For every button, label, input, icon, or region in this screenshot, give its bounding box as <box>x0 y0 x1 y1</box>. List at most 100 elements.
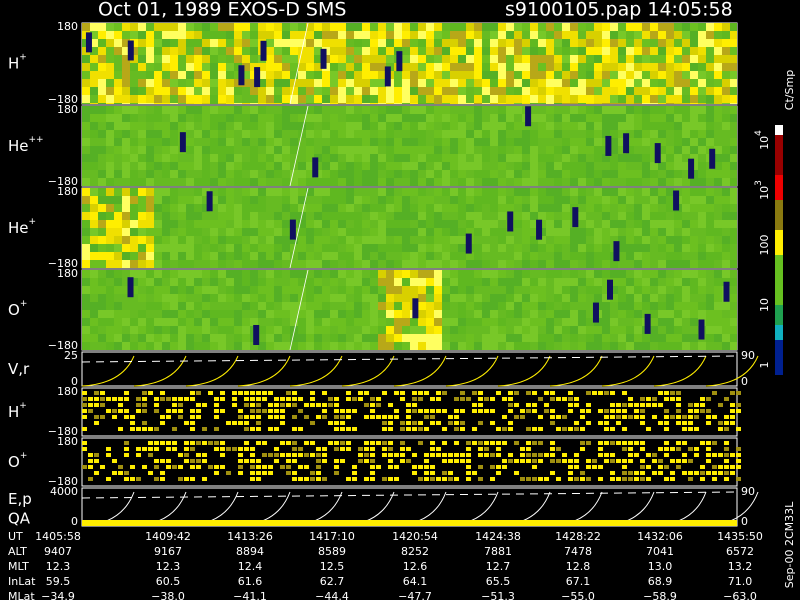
spectrum-cell <box>282 31 290 39</box>
spectrum-cell <box>650 71 658 79</box>
spectrum-cell <box>214 447 219 451</box>
spectrum-cell <box>202 170 210 178</box>
spectrum-cell <box>538 286 546 294</box>
spectrum-cell <box>330 294 338 302</box>
spectrum-cell <box>138 47 146 55</box>
spectrum-cell <box>666 236 674 244</box>
spectrum-cell <box>282 23 290 31</box>
spectrum-cell <box>586 47 594 55</box>
spectrum-cell <box>496 441 501 445</box>
spectrum-cell <box>334 421 339 425</box>
spectrum-cell <box>330 162 338 170</box>
spectrum-cell <box>282 236 290 244</box>
spectrum-cell <box>450 95 458 103</box>
spectrum-cell <box>370 403 375 407</box>
spectrum-cell <box>706 178 714 186</box>
spectrum-cell <box>482 236 490 244</box>
spectrum-cell <box>688 477 693 481</box>
spectrum-cell <box>146 31 154 39</box>
spectrum-cell <box>262 441 267 445</box>
spectrum-cell <box>130 178 138 186</box>
spectrum-cell <box>604 421 609 425</box>
spectrum-cell <box>170 146 178 154</box>
spectrum-cell <box>714 236 722 244</box>
spectrum-cell <box>122 178 130 186</box>
spectrum-cell <box>98 170 106 178</box>
spectrum-cell <box>262 397 267 401</box>
spectrum-cell <box>194 114 202 122</box>
spectrum-cell <box>544 391 549 395</box>
spectrum-cell <box>562 459 567 463</box>
spectrum-cell <box>490 95 498 103</box>
spectrum-cell <box>330 334 338 342</box>
spectrum-cell <box>194 204 202 212</box>
spectrum-cell <box>482 252 490 260</box>
spectrum-cell <box>442 278 450 286</box>
spectrum-cell <box>418 477 423 481</box>
spectrum-cell <box>722 154 730 162</box>
spectrum-cell <box>346 334 354 342</box>
spectrum-cell <box>90 79 98 87</box>
spectrum-cell <box>184 397 189 401</box>
spectrum-cell <box>642 220 650 228</box>
spectrum-cell <box>730 39 737 47</box>
spectrum-cell <box>338 252 346 260</box>
spectrum-cell <box>458 188 466 196</box>
spectrum-cell <box>562 318 570 326</box>
spectrum-cell <box>146 260 154 268</box>
spectrum-cell <box>714 220 722 228</box>
spectrum-cell <box>394 114 402 122</box>
spectrum-cell <box>514 63 522 71</box>
spectrum-cell <box>514 278 522 286</box>
spectrum-cell <box>714 228 722 236</box>
spectrum-cell <box>642 170 650 178</box>
spectrum-cell <box>266 95 274 103</box>
spectrum-cell <box>346 39 354 47</box>
spectrum-cell <box>578 170 586 178</box>
spectrum-cell <box>314 260 322 268</box>
spectrum-cell <box>736 447 741 451</box>
spectrum-cell <box>514 23 522 31</box>
spectrum-cell <box>474 114 482 122</box>
spectrum-cell <box>124 441 129 445</box>
spectrum-cell <box>354 294 362 302</box>
spectrum-cell <box>722 326 730 334</box>
spectrum-cell <box>682 138 690 146</box>
spectrum-cell <box>730 71 737 79</box>
spectrum-cell <box>98 310 106 318</box>
spectrum-cell <box>362 87 370 95</box>
spectrum-cell <box>82 334 90 342</box>
spectrum-cell <box>410 244 418 252</box>
spectrum-cell <box>642 103 650 104</box>
spectrum-cell <box>130 244 138 252</box>
spectrum-cell <box>690 252 698 260</box>
spectrum-cell <box>730 260 737 268</box>
spectrum-cell <box>178 342 186 350</box>
spectrum-cell <box>658 447 663 451</box>
spectrum-cell <box>642 204 650 212</box>
spectrum-cell <box>706 318 714 326</box>
spectrum-cell <box>330 178 338 186</box>
spectrum-cell <box>106 453 111 457</box>
spectrum-cell <box>316 403 321 407</box>
spectrum-cell <box>434 87 442 95</box>
spectrum-cell <box>306 31 314 39</box>
spectrum-cell <box>622 459 627 463</box>
spectrum-cell <box>256 415 261 419</box>
spectrum-cell <box>282 196 290 204</box>
spectrum-cell <box>580 447 585 451</box>
spectrum-cell <box>186 178 194 186</box>
spectrum-cell <box>450 278 458 286</box>
spectrum-cell <box>514 471 519 475</box>
spectrum-cell <box>202 403 207 407</box>
spectrum-cell <box>218 220 226 228</box>
spectrum-cell <box>626 106 634 114</box>
spectrum-cell <box>530 178 538 186</box>
spectrum-cell <box>160 459 165 463</box>
spectrum-cell <box>666 55 674 63</box>
spectrum-cell <box>242 244 250 252</box>
spectrum-cell <box>238 447 243 451</box>
spectrum-cell <box>106 114 114 122</box>
spectrum-cell <box>610 154 618 162</box>
spectrum-cell <box>162 244 170 252</box>
